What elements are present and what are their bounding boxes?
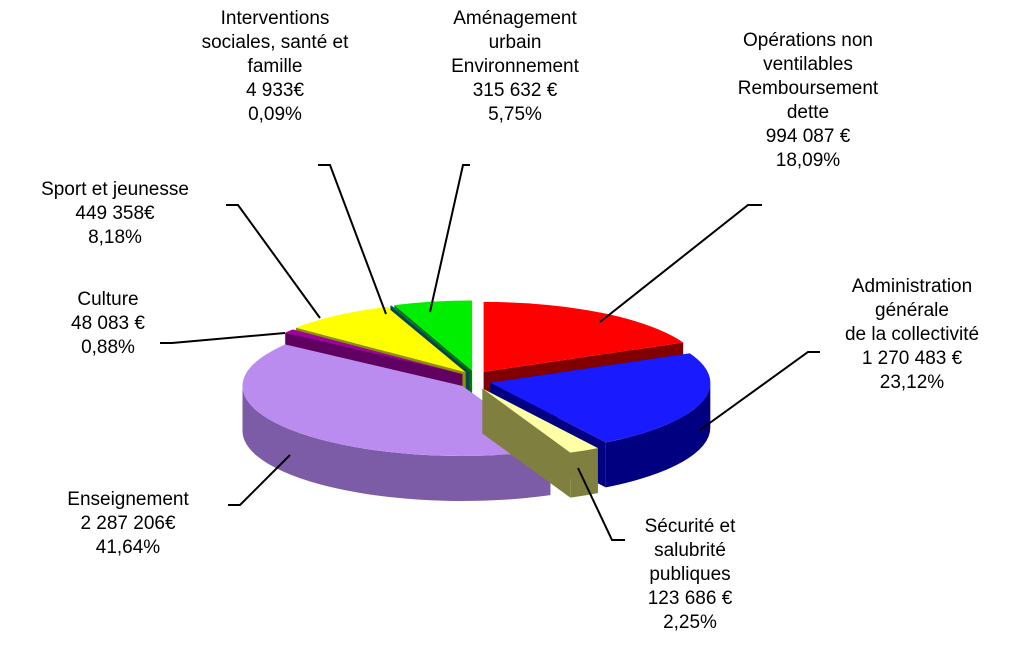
value-label: 2,25%	[663, 612, 717, 633]
slice	[483, 301, 684, 372]
leader-line	[226, 204, 321, 319]
label-line: de la collectivité	[845, 324, 979, 345]
category-label: Enseignement	[67, 489, 189, 510]
label-line: salubrité	[654, 540, 726, 561]
label-line: Aménagement	[453, 8, 577, 29]
category-label: Sécurité et salubrité publiques	[645, 516, 737, 585]
label-line: Environnement	[451, 56, 580, 77]
value-label: 0,09%	[248, 104, 302, 125]
label-line: Remboursement	[738, 78, 879, 99]
amount-label: 449 358€	[75, 203, 155, 224]
slice	[482, 388, 598, 453]
leader-line	[429, 164, 470, 313]
category-label: Culture	[77, 289, 138, 310]
slice	[490, 353, 711, 443]
label-line: ventilables	[763, 54, 853, 75]
amount-label: 4 933€	[246, 80, 305, 101]
slice-side	[605, 382, 711, 488]
leader-line	[577, 467, 625, 541]
label-line: Administration	[852, 276, 972, 297]
label-line: Interventions	[221, 8, 330, 29]
slice	[285, 329, 463, 375]
label-line: publiques	[649, 564, 730, 585]
category-label: Aménagement urbain Environnement	[451, 8, 580, 77]
category-label: Sport et jeunesse	[41, 179, 189, 200]
label-line: Sécurité et	[645, 516, 737, 537]
category-label: Interventions sociales, santé et famille	[202, 8, 350, 77]
slice-side	[570, 448, 598, 498]
amount-label: 1 270 483 €	[862, 348, 963, 369]
amount-label: 48 083 €	[71, 313, 145, 334]
leader-line	[699, 351, 820, 431]
label-line: générale	[875, 300, 949, 321]
label-line: Culture	[77, 289, 138, 310]
slice	[394, 300, 473, 371]
label-line: Opérations non	[743, 30, 873, 51]
leader-line	[599, 204, 762, 323]
category-label: Opérations non ventilables Remboursement de…	[738, 30, 879, 123]
amount-label: 994 087 €	[766, 126, 851, 147]
label-line: dette	[787, 102, 829, 123]
slice	[390, 305, 470, 372]
leader-line	[160, 332, 286, 344]
slice-side	[242, 385, 551, 501]
leader-line	[228, 454, 291, 506]
value-label: 23,12%	[880, 372, 945, 393]
value-label: 8,18%	[88, 227, 142, 248]
amount-label: 123 686 €	[648, 588, 733, 609]
slice-wall	[482, 388, 571, 498]
label-line: sociales, santé et	[202, 32, 350, 53]
slice	[295, 306, 466, 373]
label-line: Sport et jeunesse	[41, 179, 189, 200]
label-line: urbain	[489, 32, 542, 53]
amount-label: 2 287 206€	[80, 513, 176, 534]
slice	[242, 344, 551, 456]
amount-label: 315 632 €	[473, 80, 558, 101]
category-label: Administration générale de la collectivité	[845, 276, 979, 345]
label-line: famille	[248, 56, 303, 77]
value-label: 41,64%	[96, 537, 161, 558]
value-label: 18,09%	[776, 150, 841, 171]
value-label: 5,75%	[488, 104, 542, 125]
value-label: 0,88%	[81, 337, 135, 358]
leader-line	[318, 164, 387, 315]
label-line: Enseignement	[67, 489, 189, 510]
